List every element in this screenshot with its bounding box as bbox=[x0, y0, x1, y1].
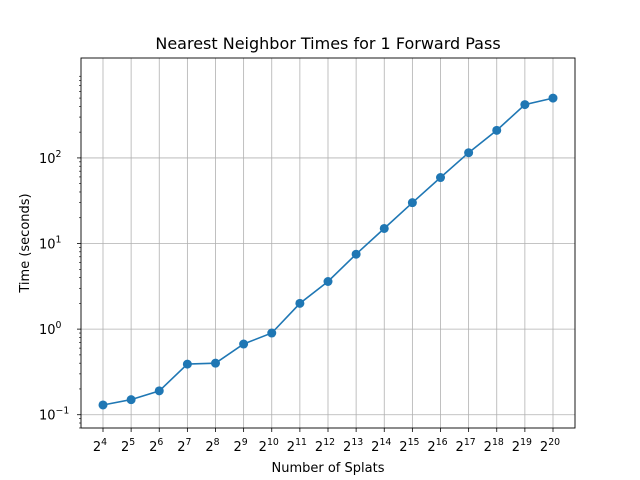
chart-title: Nearest Neighbor Times for 1 Forward Pas… bbox=[155, 34, 500, 53]
y-tick-label: 101 bbox=[39, 235, 62, 253]
x-tick-label: 27 bbox=[177, 437, 191, 455]
y-axis-ticks: 10−1 100 101 102 bbox=[39, 75, 81, 429]
data-point bbox=[520, 100, 530, 110]
data-point bbox=[548, 93, 558, 103]
y-axis-label: Time (seconds) bbox=[18, 193, 33, 293]
data-point bbox=[407, 198, 417, 208]
x-tick-label: 215 bbox=[399, 437, 419, 455]
data-point bbox=[436, 173, 445, 183]
data-point bbox=[154, 386, 164, 396]
y-tick-label: 102 bbox=[39, 149, 62, 167]
x-axis-ticks: 24 25 26 27 28 29 210 211 212 213 214 215 216 217 218 2… bbox=[93, 428, 560, 455]
y-tick-label: 10−1 bbox=[39, 406, 69, 424]
series-layer bbox=[98, 93, 558, 410]
data-point bbox=[379, 223, 389, 233]
data-point bbox=[211, 358, 220, 368]
y-grid bbox=[81, 157, 575, 416]
x-tick-label: 218 bbox=[484, 437, 504, 455]
data-point bbox=[126, 395, 136, 405]
data-point bbox=[323, 277, 333, 287]
x-tick-label: 28 bbox=[205, 437, 219, 455]
data-point bbox=[492, 125, 502, 135]
data-point bbox=[98, 400, 108, 410]
x-tick-label: 216 bbox=[427, 437, 447, 455]
data-point bbox=[351, 249, 361, 259]
x-tick-label: 212 bbox=[315, 437, 335, 455]
x-tick-label: 220 bbox=[540, 437, 560, 455]
x-tick-label: 25 bbox=[121, 437, 135, 455]
x-tick-label: 217 bbox=[456, 437, 476, 455]
x-tick-label: 24 bbox=[93, 437, 107, 455]
x-tick-label: 219 bbox=[512, 437, 532, 455]
data-point bbox=[464, 148, 474, 158]
x-tick-label: 26 bbox=[149, 437, 163, 455]
data-point bbox=[267, 328, 277, 338]
x-tick-label: 29 bbox=[234, 437, 248, 455]
x-grid bbox=[102, 58, 554, 428]
x-tick-label: 213 bbox=[343, 437, 363, 455]
data-point bbox=[295, 298, 305, 308]
data-point bbox=[182, 359, 192, 369]
x-axis-label: Number of Splats bbox=[272, 461, 385, 476]
y-tick-label: 100 bbox=[39, 320, 62, 338]
x-tick-label: 211 bbox=[287, 437, 307, 455]
data-point bbox=[239, 339, 249, 349]
x-tick-label: 210 bbox=[259, 437, 279, 455]
x-tick-label: 214 bbox=[371, 437, 391, 455]
